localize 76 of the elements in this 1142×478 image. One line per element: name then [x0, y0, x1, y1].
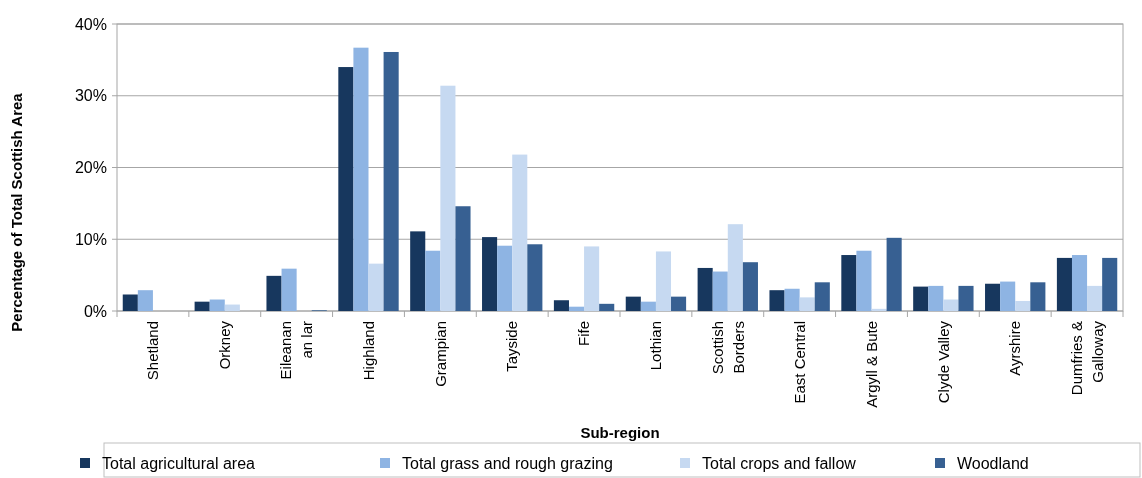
bar	[440, 85, 456, 311]
bar	[697, 267, 713, 311]
bar	[1030, 282, 1046, 311]
legend-label: Total grass and rough grazing	[402, 454, 613, 472]
x-tick-label: Orkney	[216, 320, 234, 370]
y-tick-label: 20%	[74, 159, 107, 177]
bar	[122, 294, 138, 311]
bar	[1015, 300, 1031, 311]
bar	[194, 301, 210, 311]
bar	[482, 237, 498, 311]
bar	[943, 299, 959, 311]
legend-label: Woodland	[957, 454, 1029, 472]
bar	[928, 285, 944, 311]
bar	[1087, 285, 1103, 311]
bar	[814, 282, 830, 311]
bar	[425, 250, 441, 311]
bar	[841, 255, 857, 311]
bar	[625, 296, 641, 311]
bar	[640, 301, 656, 311]
y-axis-title: Percentage of Total Scottish Area	[8, 92, 25, 332]
bar	[1056, 257, 1072, 311]
bar	[224, 304, 240, 311]
bar	[553, 300, 569, 311]
bar	[886, 237, 902, 311]
x-tick-label: Eileanan an lar	[277, 321, 316, 380]
bar	[742, 262, 758, 311]
bar	[338, 67, 354, 311]
bar	[913, 286, 929, 311]
x-tick-label: Dumfries & Galloway	[1067, 320, 1106, 396]
bar	[799, 297, 815, 311]
legend-label: Total crops and fallow	[702, 454, 857, 472]
bar	[671, 296, 687, 311]
bar	[410, 231, 426, 311]
x-tick-label: Fife	[575, 321, 593, 347]
bar	[137, 290, 153, 311]
bar	[266, 275, 282, 311]
bar	[527, 244, 543, 311]
legend-label: Total agricultural area	[102, 454, 256, 472]
bar	[655, 251, 672, 311]
bar	[712, 271, 728, 311]
bar	[281, 268, 297, 311]
bar	[599, 303, 615, 311]
x-tick-label: East Central	[790, 321, 808, 404]
bar	[353, 47, 369, 311]
y-tick-label: 40%	[74, 15, 107, 33]
bar	[784, 288, 800, 311]
x-axis-title: Sub-region	[580, 424, 660, 441]
bar	[512, 154, 528, 311]
y-tick-label: 10%	[74, 230, 107, 248]
y-tick-label: 0%	[83, 302, 107, 320]
bar	[985, 283, 1001, 311]
bar	[727, 224, 743, 311]
bar	[568, 306, 585, 311]
bar	[368, 263, 384, 311]
bar	[958, 285, 974, 311]
bar	[383, 51, 399, 311]
x-tick-label: Shetland	[144, 321, 162, 381]
y-tick-label: 30%	[74, 87, 107, 105]
bar	[497, 245, 513, 311]
bar	[584, 246, 600, 311]
x-tick-label: Ayrshire	[1006, 321, 1024, 376]
x-tick-label: Argyll & Bute	[862, 321, 880, 408]
x-tick-label: Clyde Valley	[934, 320, 952, 404]
bar	[856, 250, 872, 311]
bar	[1000, 281, 1016, 311]
bar	[1102, 257, 1118, 311]
bar	[871, 308, 887, 311]
x-tick-label: Grampian	[431, 321, 449, 387]
bar	[455, 206, 471, 311]
bar	[209, 299, 225, 311]
x-tick-label: Highland	[359, 321, 377, 381]
x-tick-label: Scottish Borders	[708, 321, 747, 375]
x-tick-label: Tayside	[503, 321, 521, 372]
bar	[1071, 255, 1088, 311]
x-tick-label: Lothian	[647, 321, 665, 371]
bar	[769, 290, 785, 311]
